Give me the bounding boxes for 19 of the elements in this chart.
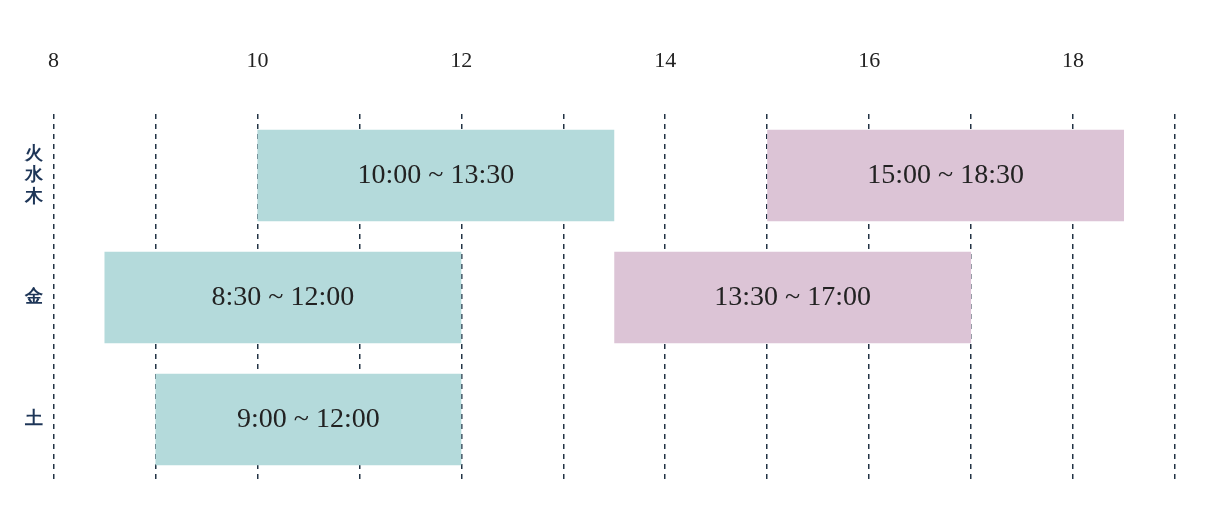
x-tick-label: 10 — [246, 46, 269, 72]
data-label: 9:00 ~ 12:00 — [237, 401, 380, 433]
bar — [614, 251, 972, 344]
data-label: 8:30 ~ 12:00 — [211, 279, 355, 311]
y-tick-label: 火水木 — [23, 141, 44, 206]
bar — [767, 129, 1125, 222]
y-tick-label: 土 — [23, 407, 43, 429]
data-label: 10:00 ~ 13:30 — [357, 157, 515, 189]
data-label: 13:30 ~ 17:00 — [714, 279, 872, 311]
x-tick-label: 8 — [48, 46, 59, 72]
bar — [155, 373, 462, 466]
x-tick-label: 16 — [858, 46, 881, 72]
bar — [104, 251, 462, 344]
x-tick-label: 14 — [654, 46, 677, 72]
data-label: 15:00 ~ 18:30 — [867, 157, 1024, 189]
x-tick-label: 18 — [1062, 46, 1085, 72]
y-tick-label: 金 — [23, 285, 43, 307]
bar — [257, 129, 615, 222]
x-tick-label: 12 — [450, 46, 473, 72]
